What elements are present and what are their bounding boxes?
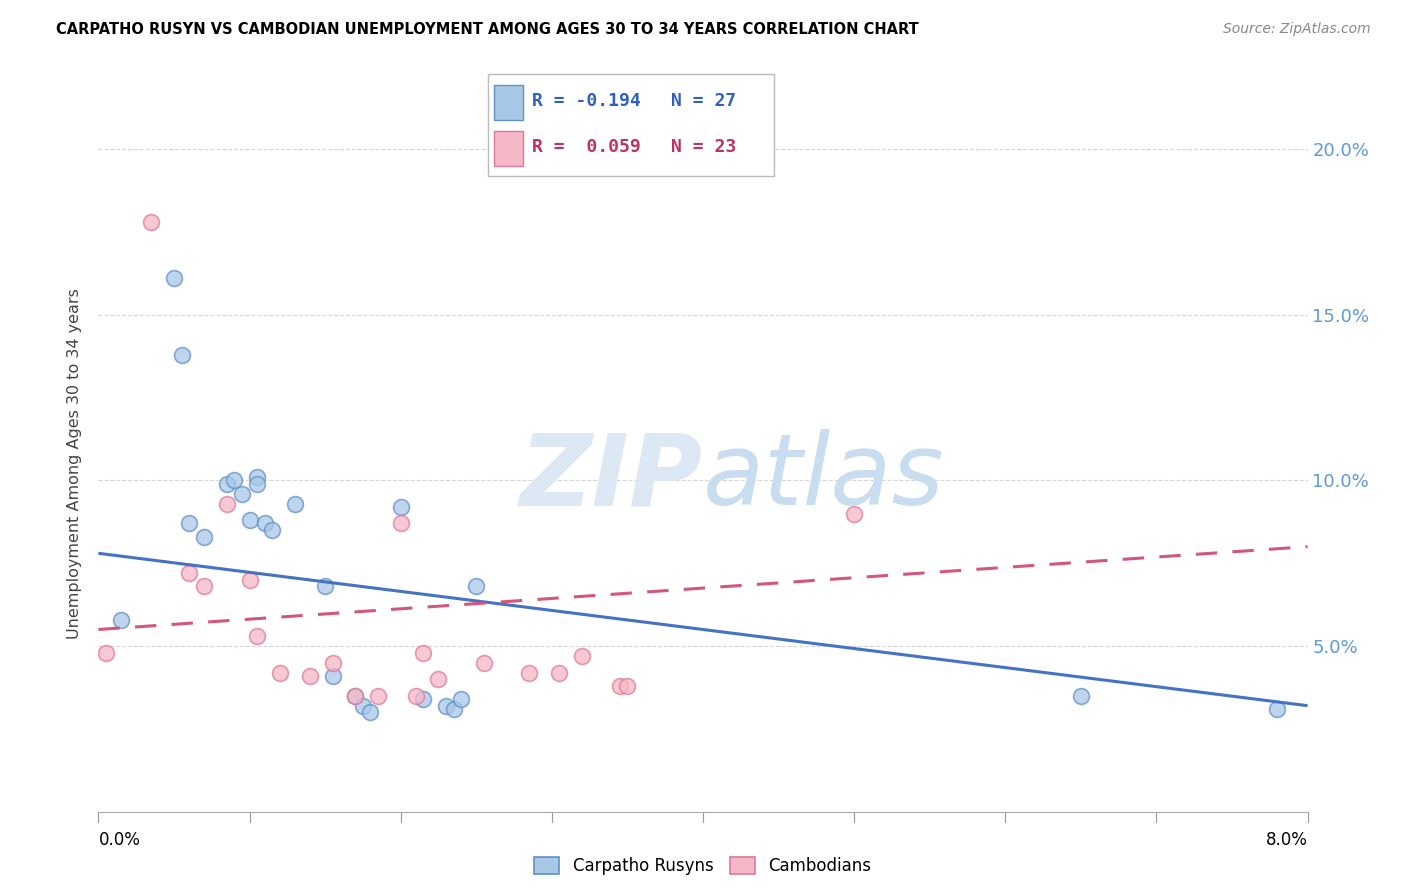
Text: 8.0%: 8.0% [1265, 831, 1308, 849]
Point [284, 497, 307, 511]
Point [1267, 702, 1289, 716]
Text: N = 23: N = 23 [671, 138, 737, 156]
Point [94, 646, 117, 660]
Point [141, 215, 163, 229]
Bar [494, 86, 523, 120]
Point [224, 474, 246, 488]
Point [253, 516, 276, 531]
Point [465, 579, 488, 593]
Text: R =  0.059: R = 0.059 [533, 138, 641, 156]
Text: 0.0%: 0.0% [98, 831, 141, 849]
Point [367, 689, 389, 703]
Point [844, 507, 866, 521]
Point [239, 513, 262, 527]
Point [450, 692, 472, 706]
Point [427, 672, 450, 686]
Point [314, 579, 336, 593]
Text: CARPATHO RUSYN VS CAMBODIAN UNEMPLOYMENT AMONG AGES 30 TO 34 YEARS CORRELATION C: CARPATHO RUSYN VS CAMBODIAN UNEMPLOYMENT… [56, 22, 920, 37]
Text: ZIP: ZIP [520, 429, 703, 526]
Text: N = 27: N = 27 [671, 93, 737, 111]
Point [179, 566, 201, 581]
Point [571, 648, 593, 663]
Point [443, 702, 465, 716]
Point [193, 530, 215, 544]
Point [352, 698, 374, 713]
Point [548, 665, 571, 680]
Point [389, 500, 412, 514]
Point [412, 646, 434, 660]
Point [322, 656, 344, 670]
Point [1070, 689, 1092, 703]
Point [246, 476, 269, 491]
Point [299, 669, 322, 683]
Text: R = -0.194: R = -0.194 [533, 93, 641, 111]
Point [239, 573, 262, 587]
Point [215, 476, 238, 491]
Point [609, 679, 631, 693]
Point [405, 689, 427, 703]
Point [344, 689, 367, 703]
Point [215, 497, 238, 511]
Point [246, 470, 269, 484]
Point [163, 271, 186, 285]
Point [389, 516, 412, 531]
Text: Source: ZipAtlas.com: Source: ZipAtlas.com [1223, 22, 1371, 37]
Point [517, 665, 540, 680]
Point [246, 629, 269, 643]
Point [262, 523, 284, 537]
Point [616, 679, 638, 693]
Y-axis label: Unemployment Among Ages 30 to 34 years: Unemployment Among Ages 30 to 34 years [67, 288, 83, 640]
Point [472, 656, 495, 670]
Bar [494, 131, 523, 166]
FancyBboxPatch shape [488, 73, 775, 177]
Point [179, 516, 201, 531]
Point [412, 692, 434, 706]
Point [231, 486, 253, 500]
Point [322, 669, 344, 683]
Text: atlas: atlas [703, 429, 945, 526]
Point [170, 347, 193, 361]
Point [360, 706, 382, 720]
Point [434, 698, 457, 713]
Point [110, 613, 132, 627]
Point [193, 579, 215, 593]
Point [344, 689, 367, 703]
Legend: Carpatho Rusyns, Cambodians: Carpatho Rusyns, Cambodians [526, 848, 880, 883]
Point [269, 665, 291, 680]
